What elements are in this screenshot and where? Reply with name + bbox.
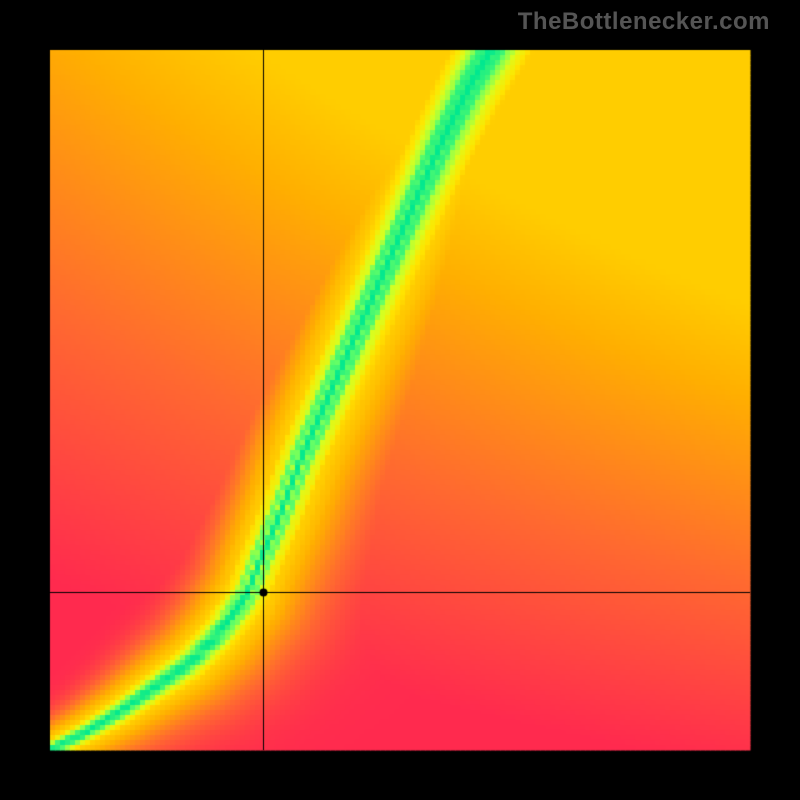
watermark-text: TheBottlenecker.com — [518, 8, 770, 36]
bottleneck-heatmap — [0, 0, 800, 800]
